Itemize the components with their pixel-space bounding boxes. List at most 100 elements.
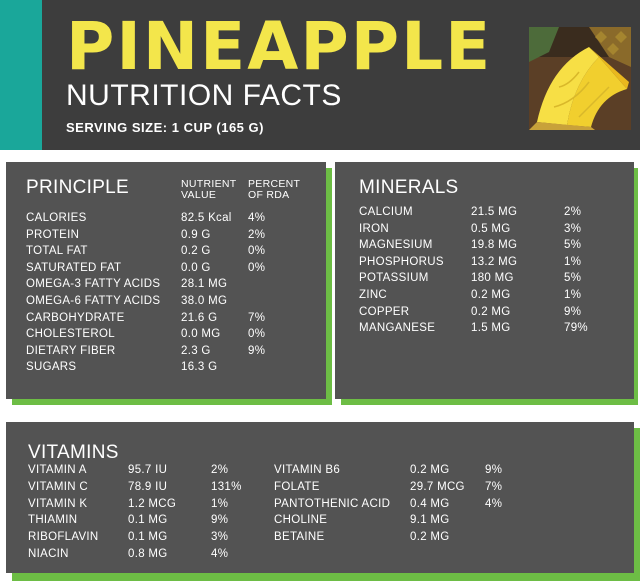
mineral-row: CALCIUM 21.5 MG 2% — [359, 206, 604, 220]
principle-row: DIETARY FIBER 2.3 G 9% — [26, 345, 288, 359]
mineral-rda: 1% — [564, 255, 582, 268]
vitamin-name: CHOLINE — [274, 514, 328, 527]
principle-row: CHOLESTEROL 0.0 MG 0% — [26, 328, 288, 342]
vitamin-value: 0.8 MG — [128, 548, 168, 560]
vitamin-row: VITAMIN C 78.9 IU 131% — [28, 481, 251, 495]
mineral-rda: 2% — [564, 206, 582, 218]
vitamin-row: THIAMIN 0.1 MG 9% — [28, 514, 251, 528]
vitamin-name: VITAMIN K — [28, 497, 88, 510]
principle-name: CALORIES — [26, 212, 87, 224]
vitamin-name: PANTOTHENIC ACID — [274, 497, 391, 510]
mineral-value: 180 MG — [471, 272, 514, 285]
mineral-rda: 5% — [564, 272, 582, 285]
page-title: PINEAPPLE — [66, 8, 493, 85]
principle-name: PROTEIN — [26, 228, 80, 241]
mineral-rda: 5% — [564, 239, 582, 252]
vitamin-name: BETAINE — [274, 531, 325, 544]
vitamin-value: 0.2 MG — [410, 464, 450, 476]
principle-rda: 9% — [248, 344, 266, 357]
vitamin-rda: 4% — [211, 548, 229, 560]
mineral-value: 0.2 MG — [471, 289, 511, 301]
vitamin-value: 0.4 MG — [410, 497, 450, 510]
mineral-value: 0.2 MG — [471, 305, 511, 318]
mineral-name: MANGANESE — [359, 322, 436, 335]
principle-name: SATURATED FAT — [26, 261, 122, 274]
page-subtitle: NUTRITION FACTS — [66, 79, 342, 112]
principle-row: CALORIES 82.5 Kcal 4% — [26, 212, 288, 226]
vitamin-rda: 2% — [211, 464, 229, 476]
mineral-rda: 79% — [564, 322, 588, 335]
vitamin-value: 29.7 MCG — [410, 480, 465, 493]
vitamin-name: VITAMIN B6 — [274, 464, 341, 476]
principle-value: 0.9 G — [181, 228, 211, 241]
mineral-value: 21.5 MG — [471, 206, 518, 218]
principle-row: PROTEIN 0.9 G 2% — [26, 229, 288, 243]
vitamin-row: VITAMIN A 95.7 IU 2% — [28, 464, 251, 478]
principle-value: 2.3 G — [181, 344, 211, 357]
accent-bar — [0, 0, 42, 150]
principle-rda: 4% — [248, 212, 266, 224]
principle-name: DIETARY FIBER — [26, 344, 116, 357]
vitamin-row: VITAMIN K 1.2 MCG 1% — [28, 498, 251, 512]
principle-name: CARBOHYDRATE — [26, 311, 125, 324]
vitamin-row: RIBOFLAVIN 0.1 MG 3% — [28, 531, 251, 545]
principle-rda: 0% — [248, 328, 266, 341]
principle-row: CARBOHYDRATE 21.6 G 7% — [26, 312, 288, 326]
vitamin-name: VITAMIN A — [28, 464, 87, 476]
principle-value: 0.2 G — [181, 245, 211, 258]
vitamin-rda: 7% — [485, 480, 503, 493]
principle-value: 82.5 Kcal — [181, 212, 232, 224]
mineral-rda: 1% — [564, 289, 582, 301]
mineral-name: IRON — [359, 222, 389, 235]
principle-rda: 0% — [248, 245, 266, 258]
principle-value: 28.1 MG — [181, 278, 228, 291]
vitamin-row: BETAINE 0.2 MG — [274, 531, 525, 545]
principle-row: SUGARS 16.3 G — [26, 361, 288, 375]
serving-size: SERVING SIZE: 1 CUP (165 G) — [66, 120, 264, 135]
principle-name: CHOLESTEROL — [26, 328, 115, 341]
mineral-rda: 9% — [564, 305, 582, 318]
mineral-name: COPPER — [359, 305, 410, 318]
principle-title: PRINCIPLE — [26, 177, 130, 198]
vitamin-row: PANTOTHENIC ACID 0.4 MG 4% — [274, 498, 525, 512]
principle-rda: 0% — [248, 261, 266, 274]
principle-row: SATURATED FAT 0.0 G 0% — [26, 262, 288, 276]
vitamin-row: FOLATE 29.7 MCG 7% — [274, 481, 525, 495]
vitamin-value: 95.7 IU — [128, 464, 168, 476]
mineral-value: 1.5 MG — [471, 322, 511, 335]
principle-panel: PRINCIPLE NUTRIENT VALUE PERCENT OF RDA … — [6, 162, 326, 399]
vitamin-rda: 3% — [211, 531, 229, 544]
principle-name: TOTAL FAT — [26, 245, 88, 258]
minerals-panel: MINERALS CALCIUM 21.5 MG 2% IRON 0.5 MG 3% MAG… — [335, 162, 634, 399]
vitamin-name: THIAMIN — [28, 514, 78, 527]
principle-value: 0.0 MG — [181, 328, 221, 341]
vitamin-rda: 4% — [485, 497, 503, 510]
mineral-row: ZINC 0.2 MG 1% — [359, 289, 604, 303]
principle-name: SUGARS — [26, 361, 77, 374]
vitamin-rda: 1% — [211, 497, 229, 510]
vitamin-value: 78.9 IU — [128, 480, 168, 493]
mineral-row: COPPER 0.2 MG 9% — [359, 306, 604, 320]
principle-name: OMEGA-6 FATTY ACIDS — [26, 295, 161, 307]
principle-value: 0.0 G — [181, 261, 211, 274]
vitamin-rda: 9% — [211, 514, 229, 527]
principle-row: OMEGA-6 FATTY ACIDS 38.0 MG — [26, 295, 288, 309]
principle-rda: 2% — [248, 228, 266, 241]
mineral-row: MAGNESIUM 19.8 MG 5% — [359, 239, 604, 253]
vitamin-name: FOLATE — [274, 480, 320, 493]
principle-name: OMEGA-3 FATTY ACIDS — [26, 278, 161, 291]
vitamin-name: RIBOFLAVIN — [28, 531, 99, 544]
vitamin-value: 0.1 MG — [128, 514, 168, 527]
vitamin-value: 9.1 MG — [410, 514, 450, 527]
principle-value: 38.0 MG — [181, 295, 228, 307]
mineral-name: CALCIUM — [359, 206, 413, 218]
vitamins-panel: VITAMINS VITAMIN A 95.7 IU 2% VITAMIN C 78.9… — [6, 422, 634, 573]
vitamin-row: VITAMIN B6 0.2 MG 9% — [274, 464, 525, 478]
header: PINEAPPLE NUTRITION FACTS SERVING SIZE: … — [0, 0, 640, 150]
mineral-name: MAGNESIUM — [359, 239, 433, 252]
principle-value: 21.6 G — [181, 311, 218, 324]
vitamin-value: 1.2 MCG — [128, 497, 177, 510]
principle-row: OMEGA-3 FATTY ACIDS 28.1 MG — [26, 278, 288, 292]
principle-rda: 7% — [248, 311, 266, 324]
nutrient-value-header: NUTRIENT VALUE — [181, 178, 237, 201]
